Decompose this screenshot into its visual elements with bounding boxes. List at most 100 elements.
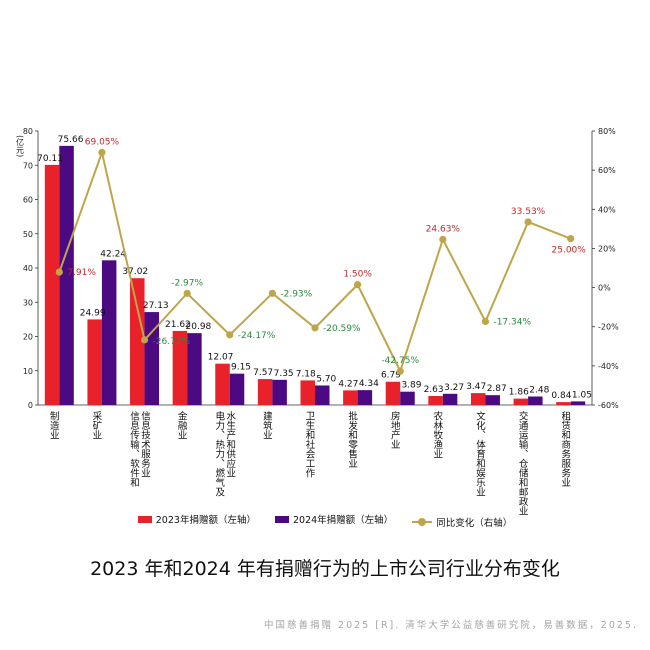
bar-2023	[44, 164, 60, 405]
left-tick-label: 50	[23, 230, 33, 239]
bar-2024-value: 1.05	[572, 390, 592, 400]
right-tick-label: 40%	[598, 205, 616, 214]
right-tick-label: -40%	[598, 362, 619, 371]
bar-2024-value: 75.66	[58, 135, 84, 145]
bar-2024	[315, 385, 330, 405]
yoy-point	[481, 317, 490, 326]
bar-2023-value: 70.11	[37, 154, 63, 164]
bar-2023-value: 7.57	[253, 368, 273, 378]
bar-2024-value: 42.24	[100, 249, 126, 259]
bar-2023	[428, 395, 443, 405]
bar-2024	[101, 260, 117, 405]
bar-2023-value: 37.02	[122, 267, 148, 277]
yoy-point	[55, 268, 63, 276]
bar-2024	[229, 373, 245, 405]
left-tick-label: 60	[23, 196, 33, 205]
category-label: 信息技术服务业	[139, 410, 151, 477]
bar-2024-value: 9.15	[231, 363, 251, 373]
yoy-point	[311, 324, 319, 332]
yoy-point	[354, 281, 362, 289]
yoy-value: 24.63%	[426, 224, 461, 234]
bar-2023	[343, 390, 358, 405]
bar-2024-value: 5.70	[316, 374, 336, 384]
legend-swatch-2024	[274, 515, 289, 523]
left-axis-unit: (亿元)	[16, 135, 25, 157]
bar-2023-value: 21.62	[165, 320, 191, 330]
bar-2024	[187, 333, 202, 405]
bar-2023-value: 0.84	[551, 391, 571, 401]
legend-label-2023: 2023年捐赠额（左轴）	[155, 515, 256, 526]
category-label: 采矿业	[90, 411, 102, 440]
bar-2023	[470, 393, 486, 405]
bar-2024-value: 20.98	[186, 322, 212, 332]
legend-swatch-2023	[137, 515, 152, 523]
category-label: 制造业	[48, 410, 60, 439]
bar-2024	[570, 401, 586, 405]
left-tick-label: 20	[23, 333, 33, 342]
legend-item-yoy: 同比变化（右轴）	[412, 515, 512, 529]
category-label: 卫生和社会工作	[304, 411, 316, 478]
category-label: 农林牧渔业	[431, 410, 443, 458]
category-label: 电力、热力、燃气及	[213, 410, 225, 497]
left-tick-label: 0	[28, 401, 33, 410]
legend-item-2023: 2023年捐赠额（左轴）	[137, 512, 256, 526]
yoy-value: 25.00%	[552, 246, 587, 256]
bar-2023	[513, 398, 529, 405]
bar-2024	[400, 391, 415, 405]
right-tick-label: -60%	[598, 401, 619, 410]
bar-2023-value: 7.18	[296, 369, 316, 379]
bar-2023-value: 1.86	[509, 388, 529, 398]
bar-2023-value: 12.07	[208, 353, 234, 363]
yoy-value: -20.59%	[323, 324, 361, 334]
bar-2023	[172, 330, 188, 405]
source-citation: 中国慈善捐赠 2025 [R]. 清华大学公益慈善研究院，易善数据，2025.	[264, 620, 638, 631]
yoy-value: -2.93%	[280, 289, 312, 299]
bar-2023	[556, 402, 571, 405]
left-tick-label: 40	[23, 264, 33, 273]
bar-2023	[257, 379, 273, 405]
yoy-value: 33.53%	[511, 207, 546, 217]
yoy-value: -2.97%	[171, 278, 203, 288]
category-label: 批发和零售业	[346, 410, 358, 468]
bar-2023	[385, 381, 401, 405]
yoy-point	[183, 289, 191, 297]
category-label: 房地产业	[389, 410, 401, 449]
bar-2024-value: 2.87	[487, 384, 507, 394]
bar-2024	[59, 145, 74, 405]
yoy-value: -42.75%	[381, 356, 419, 366]
yoy-point	[439, 235, 447, 243]
yoy-point	[140, 336, 149, 344]
bar-2024-value: 27.13	[143, 301, 169, 311]
yoy-value: -24.17%	[238, 331, 276, 341]
yoy-value: 7.91%	[67, 268, 96, 278]
bar-2023	[215, 363, 230, 405]
bar-2024-value: 4.34	[359, 379, 379, 389]
yoy-value: 69.05%	[85, 137, 120, 147]
yoy-value: -17.34%	[493, 318, 531, 328]
yoy-point	[226, 331, 234, 339]
yoy-point	[396, 367, 404, 375]
bar-2023-value: 24.99	[80, 308, 106, 318]
left-tick-label: 80	[23, 127, 33, 136]
right-tick-label: 0%	[598, 284, 611, 293]
yoy-point	[524, 218, 532, 226]
right-tick-label: -20%	[598, 323, 619, 332]
bar-2023-value: 6.79	[381, 371, 401, 381]
left-tick-label: 30	[23, 298, 33, 307]
bar-2024	[442, 393, 458, 405]
yoy-value: -26.72%	[153, 337, 191, 347]
bar-2023-value: 3.47	[466, 382, 486, 392]
bar-2024-value: 7.35	[274, 369, 294, 379]
category-label: 交通运输、仓储和邮政业	[517, 410, 529, 515]
bar-2024	[485, 395, 500, 405]
bar-2024	[272, 379, 287, 405]
bar-2024-value: 2.48	[529, 386, 549, 396]
category-label: 建筑业	[261, 410, 273, 439]
chart-legend: 2023年捐赠额（左轴） 2024年捐赠额（左轴） 同比变化（右轴）	[0, 512, 650, 529]
legend-label-yoy: 同比变化（右轴）	[436, 517, 513, 529]
left-tick-label: 70	[23, 161, 33, 170]
right-tick-label: 20%	[598, 244, 616, 253]
bar-2023	[130, 278, 145, 405]
category-label: 文化、体育和娱乐业	[474, 410, 486, 496]
